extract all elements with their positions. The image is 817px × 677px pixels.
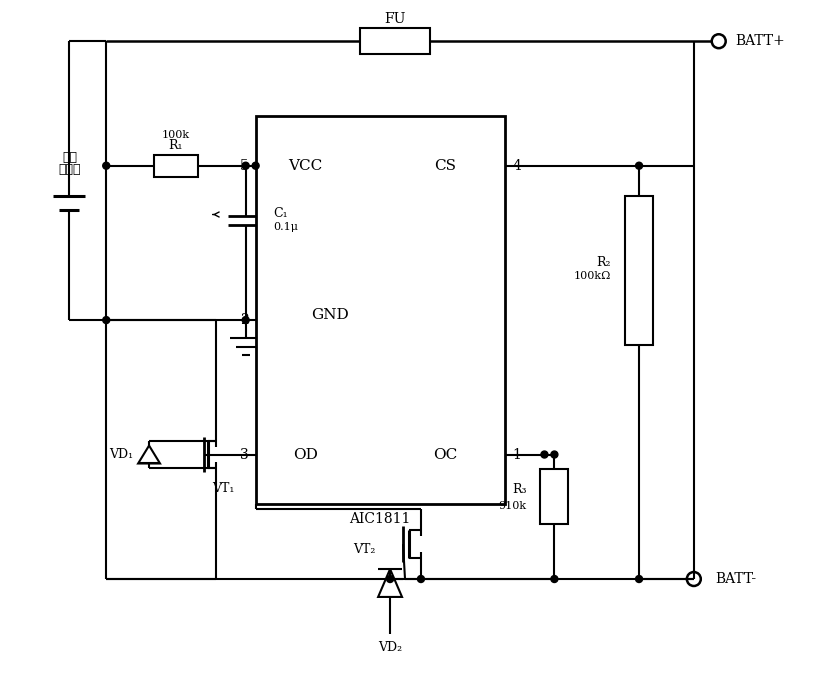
Circle shape [252, 162, 259, 169]
Circle shape [417, 575, 425, 582]
Text: OC: OC [433, 447, 457, 462]
Circle shape [551, 451, 558, 458]
Text: BATT-: BATT- [715, 572, 757, 586]
Bar [154, 155, 198, 177]
Circle shape [103, 162, 109, 169]
Text: VCC: VCC [288, 158, 323, 173]
Text: VT₁: VT₁ [212, 482, 235, 495]
Text: R₂: R₂ [596, 256, 611, 269]
Text: FU: FU [384, 12, 406, 26]
Text: 锂离子: 锂离子 [58, 163, 81, 176]
Text: 0.1μ: 0.1μ [274, 223, 298, 232]
Text: R₁: R₁ [168, 139, 183, 152]
Circle shape [551, 575, 558, 582]
Text: OD: OD [293, 447, 318, 462]
Text: C₁: C₁ [274, 207, 288, 220]
Bar [541, 469, 569, 524]
Text: GND: GND [311, 308, 349, 322]
Text: VD₂: VD₂ [378, 641, 402, 654]
Text: VD₁: VD₁ [109, 448, 133, 461]
Text: 2: 2 [240, 313, 248, 327]
Text: 5: 5 [240, 158, 248, 173]
Text: 100k: 100k [162, 130, 190, 140]
Text: 100kΩ: 100kΩ [574, 271, 611, 281]
Text: 3: 3 [240, 447, 248, 462]
Text: R₃: R₃ [512, 483, 526, 496]
Circle shape [103, 317, 109, 324]
Circle shape [541, 451, 548, 458]
Circle shape [636, 162, 642, 169]
Text: BATT+: BATT+ [735, 35, 785, 48]
Text: 4: 4 [512, 158, 521, 173]
Text: CS: CS [434, 158, 456, 173]
Bar [360, 28, 430, 54]
Circle shape [636, 575, 642, 582]
Text: 910k: 910k [498, 501, 526, 511]
Circle shape [386, 575, 394, 582]
Text: VT₂: VT₂ [353, 543, 375, 556]
Bar [625, 196, 653, 345]
Text: 电池: 电池 [62, 151, 77, 165]
Bar [256, 116, 505, 504]
Circle shape [242, 317, 249, 324]
Text: 1: 1 [512, 447, 521, 462]
Circle shape [242, 162, 249, 169]
Text: AIC1811: AIC1811 [350, 512, 411, 526]
